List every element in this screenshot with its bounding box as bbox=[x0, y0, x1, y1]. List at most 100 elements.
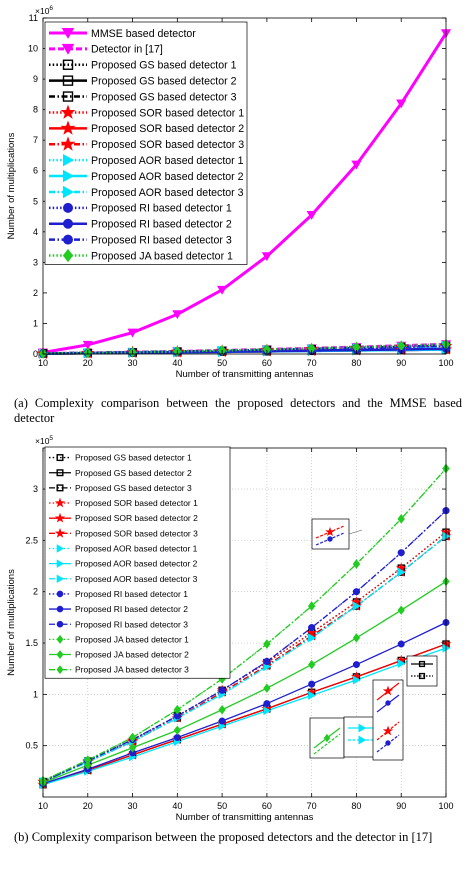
inset-marker bbox=[382, 685, 394, 696]
series-line-10 bbox=[42, 621, 447, 785]
data-point-s0-6 bbox=[306, 211, 317, 220]
data-point-s0-2 bbox=[127, 328, 138, 338]
y-tick-label: 5 bbox=[33, 196, 38, 206]
data-point-s11-4 bbox=[218, 686, 226, 694]
legend-marker-11 bbox=[56, 620, 64, 628]
legend-marker-14 bbox=[62, 248, 74, 263]
inset-marker bbox=[323, 733, 331, 743]
data-point-s14-5 bbox=[263, 639, 271, 649]
exponent-label: ×105 bbox=[35, 435, 53, 446]
legend-label-4: Proposed GS based detector 3 bbox=[91, 91, 237, 103]
inset-marker bbox=[358, 735, 367, 745]
legend-marker-13 bbox=[63, 234, 73, 245]
data-point-s10-7 bbox=[352, 661, 360, 669]
y-tick-label: 6 bbox=[33, 166, 38, 176]
inset-marker bbox=[385, 740, 391, 746]
legend-label-12: Proposed JA based detector 1 bbox=[75, 634, 189, 644]
legend-marker-6 bbox=[56, 544, 65, 553]
legend-label-5: Proposed SOR based detector 1 bbox=[91, 107, 244, 119]
legend-label-5: Proposed SOR based detector 3 bbox=[75, 528, 198, 538]
y-axis-label: Number of multiplications bbox=[6, 569, 17, 676]
chart-b: 10 20 30 40 50 60 70 80 90 100 0.5 1 1.5 2 2.5 3 ×105 Num… bbox=[6, 435, 454, 823]
legend-marker-0 bbox=[56, 454, 64, 462]
series-line-4 bbox=[42, 643, 447, 786]
data-point-s0-3 bbox=[172, 310, 183, 320]
y-tick-label: 10 bbox=[28, 44, 38, 54]
x-tick-label: 90 bbox=[396, 801, 406, 811]
x-tick-label: 20 bbox=[83, 358, 93, 368]
data-point-s10-6 bbox=[308, 680, 316, 688]
y-axis-label: Number of multiplications bbox=[6, 132, 17, 239]
y-tick-label: 3 bbox=[33, 257, 38, 267]
inset-marker bbox=[327, 536, 333, 542]
legend-label-10: Proposed AOR based detector 3 bbox=[91, 187, 244, 199]
legend-label-11: Proposed RI based detector 1 bbox=[91, 203, 232, 215]
legend-marker-6 bbox=[60, 120, 76, 135]
data-point-s14-3 bbox=[173, 705, 181, 715]
data-point-s7-6 bbox=[308, 690, 316, 700]
data-point-s7-7 bbox=[352, 675, 361, 685]
legend-label-0: Proposed GS based detector 1 bbox=[75, 453, 192, 463]
legend-marker-3 bbox=[54, 497, 66, 508]
x-tick-label: 70 bbox=[307, 358, 317, 368]
legend-marker-4 bbox=[62, 91, 74, 102]
data-point-s7-5 bbox=[263, 706, 272, 716]
legend-marker-2 bbox=[56, 484, 64, 492]
legend-marker-7 bbox=[56, 559, 65, 568]
inset-gs bbox=[406, 655, 438, 687]
data-point-s13-7 bbox=[352, 633, 361, 643]
y-tick-label: 1 bbox=[33, 689, 38, 699]
legend-marker-10 bbox=[63, 185, 74, 199]
data-point-s13-4 bbox=[218, 705, 226, 715]
x-tick-label: 50 bbox=[217, 801, 227, 811]
legend-label-13: Proposed RI based detector 3 bbox=[91, 234, 232, 246]
x-tick-label: 60 bbox=[262, 358, 272, 368]
x-tick-label: 100 bbox=[438, 358, 453, 368]
legend-label-14: Proposed JA based detector 3 bbox=[75, 665, 189, 675]
data-point-s13-3 bbox=[173, 725, 181, 735]
legend-label-6: Proposed SOR based detector 2 bbox=[91, 123, 244, 135]
data-point-s10-5 bbox=[263, 700, 271, 708]
legend-label-10: Proposed RI based detector 2 bbox=[75, 604, 188, 614]
legend-label-2: Proposed GS based detector 1 bbox=[91, 60, 237, 72]
zoom-insets bbox=[309, 518, 438, 761]
legend-marker-10 bbox=[56, 605, 64, 613]
legend-box bbox=[44, 446, 231, 679]
x-axis-label: Number of transmitting antennas bbox=[176, 812, 314, 823]
x-tick-label: 40 bbox=[172, 801, 182, 811]
series-line-13 bbox=[42, 580, 447, 784]
y-tick-label: 2 bbox=[33, 288, 38, 298]
legend-marker-5 bbox=[60, 104, 76, 119]
data-point-s14-2 bbox=[128, 732, 137, 743]
data-point-s11-8 bbox=[397, 549, 405, 557]
x-tick-label: 70 bbox=[307, 801, 317, 811]
series-line-11 bbox=[42, 510, 447, 783]
legend-label-8: Proposed AOR based detector 3 bbox=[75, 574, 198, 584]
legend-marker-14 bbox=[56, 665, 64, 675]
series-line-7 bbox=[42, 647, 447, 786]
legend-marker-5 bbox=[54, 527, 66, 538]
caption-a: (a) Complexity comparison between the pr… bbox=[14, 396, 462, 425]
y-tick-label: 2.5 bbox=[25, 535, 38, 545]
legend-marker-8 bbox=[56, 574, 65, 583]
data-point-s0-5 bbox=[261, 252, 272, 262]
y-tick-label: 2 bbox=[33, 587, 38, 597]
legend-label-11: Proposed RI based detector 3 bbox=[75, 619, 188, 629]
legend-marker-1 bbox=[61, 43, 75, 55]
legend-marker-7 bbox=[60, 136, 76, 151]
data-point-s0-7 bbox=[351, 160, 362, 170]
inset-marker bbox=[325, 526, 335, 537]
data-point-s8-7 bbox=[352, 601, 361, 611]
legend-marker-9 bbox=[56, 590, 64, 598]
x-tick-label: 10 bbox=[38, 801, 48, 811]
data-point-s13-5 bbox=[263, 683, 271, 693]
legend-label-8: Proposed AOR based detector 1 bbox=[91, 155, 244, 167]
x-axis-label: Number of transmitting antennas bbox=[176, 369, 314, 380]
x-tick-label: 50 bbox=[217, 358, 227, 368]
legend-label-1: Proposed GS based detector 2 bbox=[75, 468, 192, 478]
x-tick-label: 90 bbox=[396, 358, 406, 368]
inset-marker bbox=[382, 725, 394, 736]
chart-a: 10 20 30 40 50 60 70 80 90 100 0 1 2 3 4 5 6 7 8 9 10 11×106 N… bbox=[6, 5, 454, 380]
y-tick-label: 1.5 bbox=[25, 638, 38, 648]
